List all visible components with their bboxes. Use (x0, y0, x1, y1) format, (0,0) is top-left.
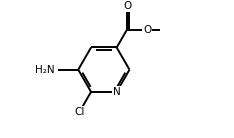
Text: N: N (113, 87, 121, 97)
Text: Cl: Cl (74, 107, 84, 117)
Text: O: O (124, 1, 132, 11)
Text: O: O (143, 25, 151, 35)
Text: H₂N: H₂N (35, 65, 55, 75)
